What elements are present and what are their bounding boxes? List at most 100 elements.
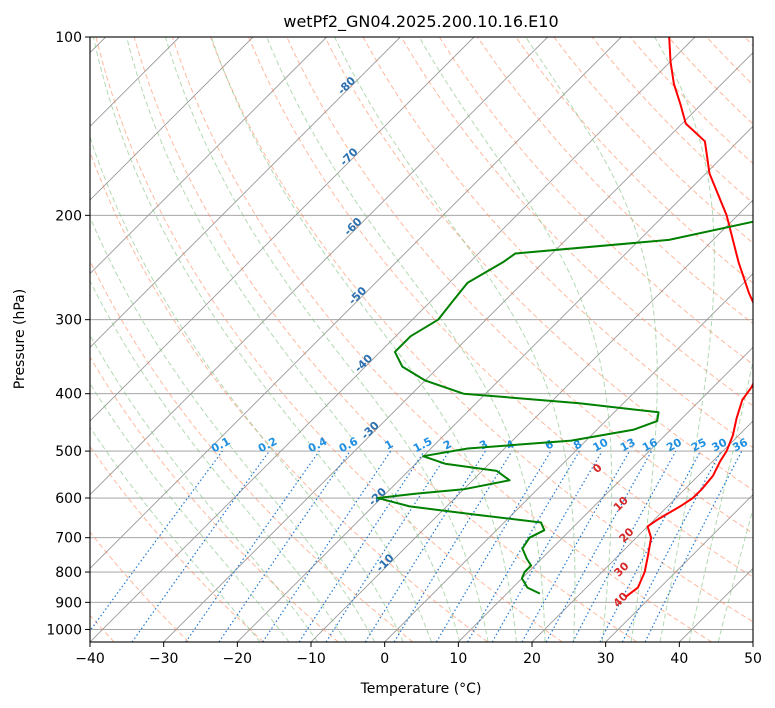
moist-adiabat-line <box>210 37 517 642</box>
x-tick-label: 20 <box>523 651 541 667</box>
dry-adiabat-line <box>438 37 753 366</box>
moist-adiabat-line <box>90 135 404 642</box>
y-tick-label: 100 <box>55 30 82 46</box>
moist-adiabat-line <box>334 37 576 642</box>
moist-adiabat-label: 30 <box>612 559 632 579</box>
mixing-ratio-label: 6 <box>543 437 556 452</box>
x-tick-label: −20 <box>223 651 253 667</box>
y-tick-label: 900 <box>55 595 82 611</box>
moist-adiabat-label: 40 <box>611 590 631 610</box>
y-tick-label: 1000 <box>46 622 82 638</box>
mixing-ratio-label: 1.5 <box>411 435 434 456</box>
moist-adiabat-line <box>266 37 546 642</box>
isotherm-line <box>752 641 753 642</box>
moist-adiabat-line <box>717 506 753 642</box>
mixing-ratio-label: 20 <box>664 436 684 455</box>
dry-adiabat-line <box>248 37 753 578</box>
moist-adiabat-line <box>164 37 489 642</box>
dry-adiabat-line <box>90 531 190 642</box>
mixing-ratio-line <box>298 450 425 642</box>
moist-adiabat-line <box>525 37 658 642</box>
mixing-ratio-label: 0.4 <box>306 435 330 456</box>
dry-adiabat-line <box>706 37 753 86</box>
mixing-ratio-line <box>131 450 270 642</box>
dry-adiabat-line <box>133 37 638 642</box>
dry-adiabat-label: -70 <box>337 145 360 168</box>
mixing-ratio-label: 1 <box>383 437 396 452</box>
x-tick-label: −30 <box>149 651 179 667</box>
dry-adiabat-line <box>210 37 753 623</box>
dry-adiabat-label: -50 <box>346 284 369 307</box>
plot-frame <box>89 36 754 643</box>
x-axis-label: Temperature (°C) <box>360 681 482 697</box>
dry-adiabat-line <box>90 445 264 642</box>
dry-adiabat-line <box>668 37 753 125</box>
mixing-ratio-label: 13 <box>618 436 638 455</box>
mixing-ratio-line <box>393 450 513 642</box>
dry-adiabat-line <box>90 259 414 642</box>
y-tick-label: 400 <box>55 387 82 403</box>
x-tick-label: 30 <box>597 651 615 667</box>
isotherm-line <box>90 37 475 422</box>
x-tick-label: 40 <box>670 651 688 667</box>
profile-layer <box>376 37 753 598</box>
isotherm-line <box>458 346 753 642</box>
dry-adiabat-label: -80 <box>335 74 358 97</box>
y-tick-label: 600 <box>55 491 82 507</box>
y-tick-label: 500 <box>55 444 82 460</box>
dry-adiabat-line <box>477 37 753 325</box>
dry-adiabat-label: -10 <box>373 551 396 574</box>
mixing-ratio-label: 16 <box>640 436 660 455</box>
isotherm-line <box>605 494 753 642</box>
dry-adiabat-line <box>515 37 753 284</box>
y-tick-label: 300 <box>55 313 82 329</box>
moist-adiabat-line <box>90 426 261 642</box>
x-tick-label: −40 <box>75 651 105 667</box>
moist-adiabat-line <box>90 334 319 642</box>
dry-adiabat-line <box>400 37 753 407</box>
y-axis-label: Pressure (hPa) <box>12 289 28 389</box>
mixing-ratio-line <box>218 450 351 642</box>
mixing-ratio-label: 25 <box>689 436 709 455</box>
dry-adiabat-line <box>171 37 712 642</box>
dry-adiabat-label: -40 <box>352 352 375 375</box>
dry-adiabat-line <box>591 37 753 204</box>
moist-adiabat-line <box>418 37 613 642</box>
isotherm-line <box>90 37 327 275</box>
isotherm-line <box>310 199 753 642</box>
mixing-ratio-label: 10 <box>591 436 611 455</box>
moist-adiabat-line <box>688 358 753 642</box>
x-tick-label: 0 <box>380 651 389 667</box>
dry-adiabat-line <box>95 37 563 642</box>
dry-adiabat-label: -30 <box>359 419 382 442</box>
isotherm-line <box>384 273 753 642</box>
dry-adiabat-label: -60 <box>341 215 364 238</box>
dry-adiabat-line <box>362 37 753 449</box>
x-tick-label: −10 <box>296 651 326 667</box>
isotherm-line <box>90 37 401 348</box>
mixing-ratio-line <box>545 450 653 642</box>
isotherm-line <box>90 37 548 496</box>
isotherm-line <box>237 125 753 642</box>
mixing-ratio-line <box>572 450 677 642</box>
axes: −40 −30 −20 −10 0 10 20 30 40 5010009008007006005… <box>46 30 762 667</box>
y-tick-label: 700 <box>55 531 82 547</box>
moist-adiabat-line <box>90 382 290 642</box>
isotherm-line <box>531 420 753 642</box>
dewpoint-profile-line <box>376 220 753 595</box>
y-tick-label: 200 <box>55 208 82 224</box>
temperature-profile-line <box>625 37 753 598</box>
mixing-ratio-line <box>521 450 631 642</box>
mixing-ratio-label: 3 <box>477 437 490 452</box>
mixing-ratio-line <box>262 450 392 642</box>
isotherm-line <box>90 37 696 642</box>
mixing-ratio-line <box>621 450 722 642</box>
dry-adiabat-line <box>744 37 753 47</box>
isotherm-line <box>163 52 753 642</box>
mixing-ratio-line <box>185 450 320 642</box>
mixing-ratio-label: 0.1 <box>209 435 232 456</box>
dry-adiabat-line <box>90 356 339 642</box>
y-tick-label: 800 <box>55 565 82 581</box>
mixing-ratio-line <box>90 450 223 632</box>
